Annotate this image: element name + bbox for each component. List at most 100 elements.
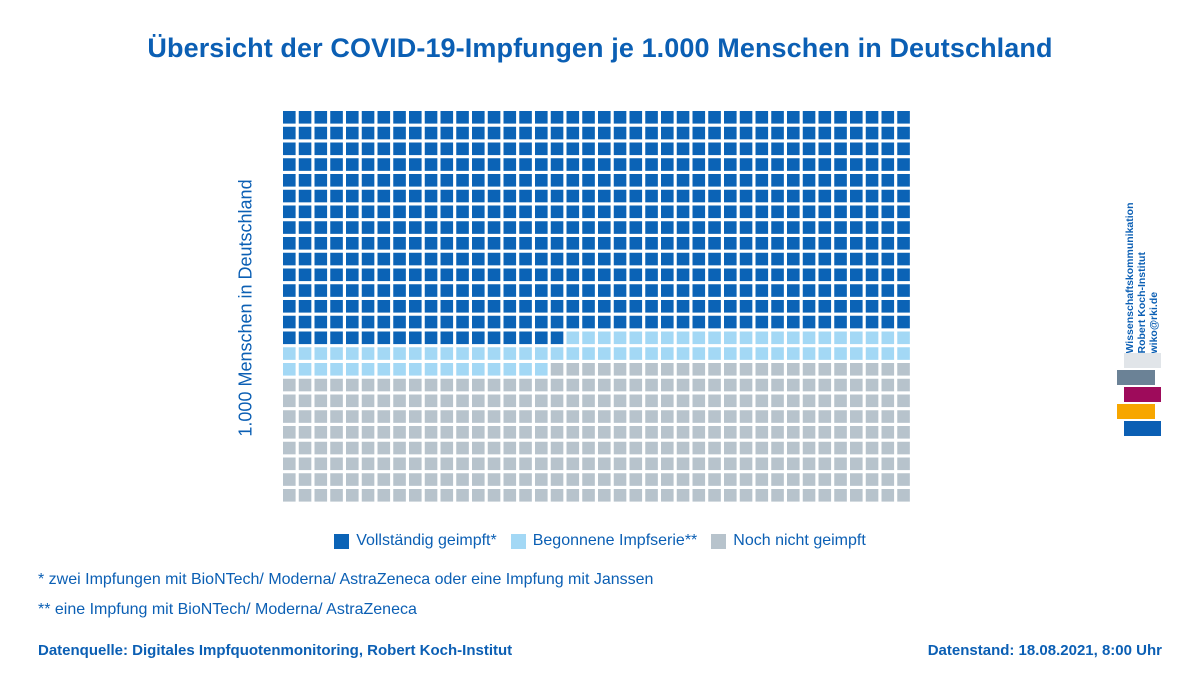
waffle-cell-series-3 [519, 489, 532, 502]
waffle-cell-series-3 [346, 489, 359, 502]
waffle-cell-series-3 [692, 378, 706, 392]
waffle-cell-series-1 [535, 174, 548, 187]
waffle-cell-series-3 [377, 457, 391, 471]
waffle-cell-series-1 [487, 221, 501, 234]
waffle-cell-series-1 [361, 331, 375, 345]
waffle-cell-series-2 [724, 331, 737, 345]
waffle-cell-series-1 [739, 284, 753, 297]
waffle-cell-series-1 [708, 205, 721, 219]
waffle-cell-series-3 [456, 426, 469, 439]
waffle-cell-series-1 [440, 252, 454, 266]
waffle-cell-series-1 [802, 126, 816, 140]
waffle-cell-series-1 [676, 111, 690, 124]
waffle-cell-series-1 [409, 174, 422, 187]
waffle-cell-series-3 [330, 441, 343, 455]
waffle-cell-series-1 [613, 237, 627, 250]
waffle-cell-series-1 [472, 221, 485, 234]
waffle-cell-series-3 [456, 489, 469, 502]
waffle-cell-series-1 [298, 189, 312, 203]
waffle-cell-series-3 [661, 489, 674, 502]
waffle-cell-series-1 [818, 252, 832, 266]
waffle-cell-series-1 [598, 268, 611, 282]
waffle-cell-series-1 [377, 111, 391, 124]
waffle-cell-series-1 [519, 268, 532, 282]
waffle-cell-series-3 [897, 457, 910, 471]
waffle-cell-series-3 [582, 457, 595, 471]
waffle-cell-series-3 [692, 489, 706, 502]
waffle-cell-series-2 [314, 347, 328, 360]
waffle-cell-series-1 [787, 300, 800, 313]
waffle-cell-series-3 [377, 378, 391, 392]
waffle-cell-series-1 [550, 142, 564, 156]
waffle-cell-series-1 [472, 142, 485, 156]
waffle-cell-series-1 [330, 126, 343, 140]
waffle-cell-series-1 [472, 252, 485, 266]
waffle-cell-series-1 [598, 126, 611, 140]
waffle-cell-series-3 [692, 363, 706, 376]
waffle-cell-series-1 [739, 252, 753, 266]
waffle-cell-series-1 [393, 315, 406, 329]
waffle-cell-series-2 [535, 363, 548, 376]
waffle-cell-series-1 [535, 268, 548, 282]
waffle-cell-series-1 [645, 174, 658, 187]
waffle-cell-series-3 [503, 489, 517, 502]
waffle-cell-series-3 [314, 457, 328, 471]
waffle-cell-series-3 [676, 457, 690, 471]
waffle-cell-series-3 [346, 473, 359, 486]
waffle-cell-series-3 [865, 457, 879, 471]
waffle-cell-series-1 [613, 126, 627, 140]
waffle-cell-series-1 [787, 284, 800, 297]
waffle-cell-series-1 [283, 331, 296, 345]
waffle-cell-series-1 [440, 111, 454, 124]
waffle-cell-series-1 [409, 221, 422, 234]
waffle-cell-series-2 [361, 347, 375, 360]
waffle-cell-series-2 [409, 363, 422, 376]
waffle-cell-series-3 [897, 441, 910, 455]
waffle-cell-series-3 [346, 441, 359, 455]
waffle-cell-series-1 [724, 142, 737, 156]
waffle-cell-series-3 [834, 473, 847, 486]
waffle-cell-series-3 [739, 489, 753, 502]
waffle-cell-series-1 [346, 300, 359, 313]
waffle-cell-series-3 [487, 410, 501, 423]
waffle-cell-series-1 [330, 237, 343, 250]
waffle-cell-series-3 [472, 394, 485, 408]
waffle-cell-series-1 [771, 174, 784, 187]
waffle-cell-series-1 [503, 237, 517, 250]
waffle-cell-series-3 [755, 394, 769, 408]
waffle-cell-series-2 [440, 363, 454, 376]
waffle-cell-series-3 [850, 441, 863, 455]
waffle-cell-series-3 [550, 457, 564, 471]
waffle-cell-series-1 [850, 126, 863, 140]
legend: Vollständig geimpft* Begonnene Impfserie… [0, 532, 1200, 550]
waffle-cell-series-3 [409, 410, 422, 423]
waffle-cell-series-3 [550, 363, 564, 376]
waffle-cell-series-1 [787, 315, 800, 329]
waffle-cell-series-1 [409, 268, 422, 282]
waffle-cell-series-1 [661, 300, 674, 313]
waffle-cell-series-1 [850, 221, 863, 234]
waffle-cell-series-1 [519, 158, 532, 171]
waffle-cell-series-2 [850, 331, 863, 345]
waffle-cell-series-3 [503, 410, 517, 423]
waffle-cell-series-1 [739, 174, 753, 187]
waffle-cell-series-1 [802, 205, 816, 219]
waffle-cell-series-3 [440, 394, 454, 408]
waffle-cell-series-2 [456, 363, 469, 376]
waffle-cell-series-1 [361, 174, 375, 187]
waffle-cell-series-1 [346, 142, 359, 156]
waffle-cell-series-1 [850, 189, 863, 203]
waffle-cell-series-1 [897, 252, 910, 266]
waffle-cell-series-3 [598, 378, 611, 392]
waffle-cell-series-3 [787, 473, 800, 486]
waffle-cell-series-1 [613, 221, 627, 234]
waffle-cell-series-1 [456, 268, 469, 282]
waffle-cell-series-3 [283, 378, 296, 392]
waffle-cell-series-1 [550, 111, 564, 124]
waffle-cell-series-2 [613, 331, 627, 345]
waffle-cell-series-1 [818, 174, 832, 187]
waffle-cell-series-1 [377, 126, 391, 140]
waffle-cell-series-1 [377, 205, 391, 219]
waffle-cell-series-3 [440, 473, 454, 486]
waffle-cell-series-1 [456, 252, 469, 266]
